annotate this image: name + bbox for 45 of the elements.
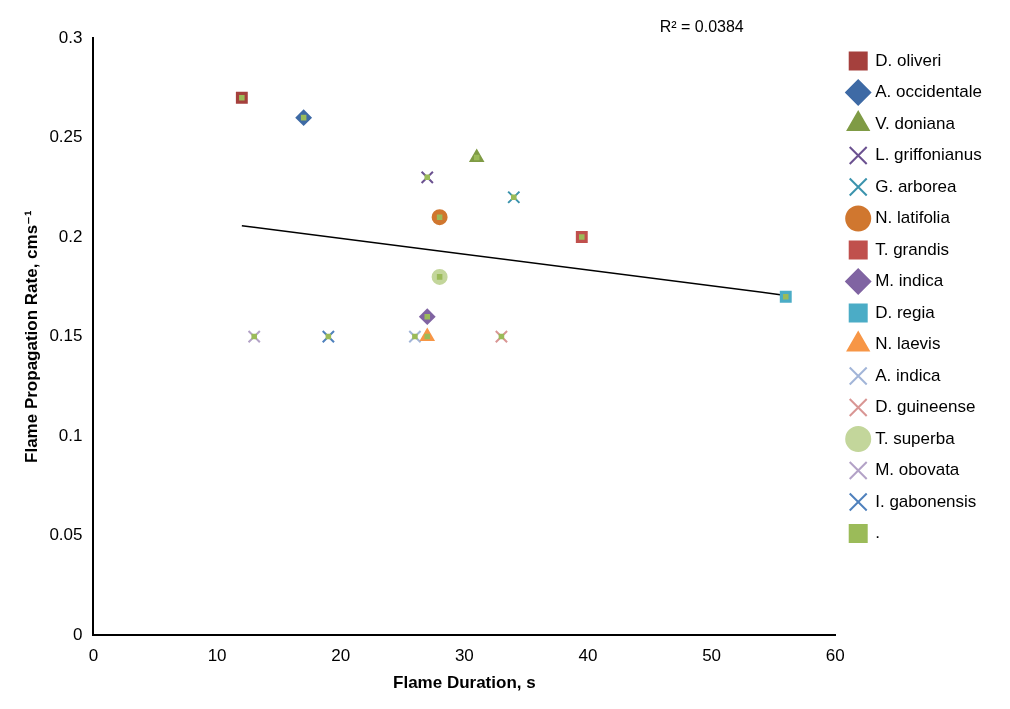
legend-label: A. indica	[875, 365, 941, 385]
y-tick-label: 0.15	[49, 326, 83, 346]
point	[321, 329, 336, 344]
point	[251, 333, 257, 340]
point	[511, 194, 517, 201]
legend-label: D. regia	[875, 302, 936, 322]
legend-label: N. laevis	[875, 334, 941, 354]
point	[498, 333, 505, 340]
point	[420, 170, 434, 184]
point	[494, 329, 509, 344]
y-tick-label: 0.1	[58, 425, 83, 445]
point	[408, 329, 422, 344]
x-axis-title: Flame Duration, s	[393, 673, 536, 693]
y-axis-title: Flame Propagation Rate, cms⁻¹	[21, 209, 41, 463]
point	[247, 329, 261, 344]
legend-label: T. grandis	[875, 239, 949, 259]
legend-label: M. indica	[875, 271, 944, 291]
legend-label: .	[875, 523, 880, 543]
y-tick-label: 0.3	[58, 27, 83, 47]
point	[325, 333, 332, 340]
x-tick-label: 30	[454, 646, 474, 666]
legend-label: A. occidentale	[875, 82, 983, 102]
legend-label: M. obovata	[875, 460, 960, 480]
y-tick-label: 0.05	[49, 525, 83, 545]
y-tick-label: 0	[73, 624, 83, 644]
text: R² = 0.0384	[659, 18, 744, 35]
point	[412, 333, 418, 340]
y-tick-label: 0.2	[58, 226, 83, 246]
legend-label: G. arborea	[875, 176, 958, 196]
legend-label: N. latifolia	[875, 208, 951, 228]
x-tick-label: 10	[207, 646, 227, 666]
x-tick-label: 50	[702, 646, 722, 666]
x-tick-label: 0	[88, 646, 99, 666]
legend-label: L. griffonianus	[875, 145, 982, 165]
x-tick-label: 20	[331, 646, 351, 666]
legend-label: T. superba	[875, 428, 956, 448]
x-tick-label: 60	[825, 646, 845, 666]
point	[424, 174, 431, 181]
legend-label: V. doniana	[875, 113, 956, 133]
legend-label: I. gabonensis	[875, 491, 977, 511]
y-tick-label: 0.25	[49, 127, 83, 147]
legend-label: D. oliveri	[875, 50, 942, 70]
x-tick-label: 40	[578, 646, 598, 666]
point	[507, 190, 521, 204]
legend-label: D. guineense	[875, 397, 976, 417]
